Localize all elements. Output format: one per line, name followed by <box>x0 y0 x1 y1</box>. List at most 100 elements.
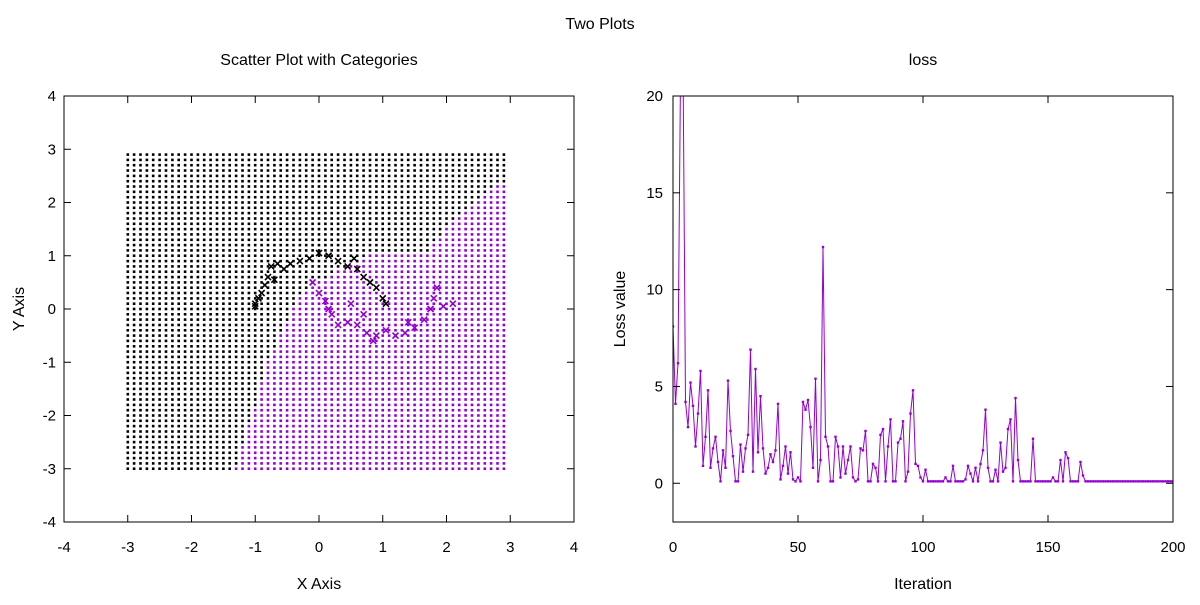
grid-point <box>292 222 295 226</box>
grid-point <box>151 153 155 156</box>
grid-point <box>292 313 295 316</box>
grid-point <box>330 217 333 220</box>
grid-point <box>381 339 384 343</box>
grid-point <box>362 297 365 300</box>
grid-point <box>196 430 200 433</box>
grid-point <box>196 382 200 385</box>
grid-point <box>145 249 149 252</box>
grid-point <box>400 227 404 231</box>
grid-point <box>343 222 346 226</box>
grid-point <box>171 286 174 289</box>
grid-point <box>394 462 397 465</box>
grid-point <box>400 392 404 396</box>
grid-point <box>209 259 212 263</box>
grid-point <box>164 408 168 412</box>
grid-point <box>222 419 225 423</box>
grid-point <box>266 211 270 215</box>
grid-point <box>292 376 295 380</box>
grid-point <box>464 169 467 172</box>
grid-point <box>285 430 289 433</box>
grid-point <box>145 456 149 460</box>
grid-point <box>202 190 206 194</box>
grid-point <box>209 179 212 183</box>
grid-point <box>419 451 423 455</box>
grid-point <box>451 163 455 167</box>
scatter-plot-frame <box>63 95 575 523</box>
grid-point <box>196 392 200 396</box>
grid-point <box>457 382 461 385</box>
grid-point <box>285 355 289 359</box>
grid-point <box>438 350 442 353</box>
grid-point <box>343 355 346 359</box>
grid-point <box>355 243 359 247</box>
grid-point <box>375 222 378 226</box>
grid-point <box>132 206 136 210</box>
grid-point <box>445 446 448 449</box>
grid-point <box>477 291 480 295</box>
grid-point <box>413 227 416 231</box>
grid-point <box>457 217 461 220</box>
grid-point <box>336 403 340 407</box>
grid-point <box>215 201 219 204</box>
grid-point <box>464 318 467 321</box>
grid-point <box>477 414 480 417</box>
grid-point <box>190 467 193 470</box>
grid-point <box>158 329 161 332</box>
grid-point <box>438 206 442 210</box>
grid-point <box>139 222 142 226</box>
grid-point <box>432 408 436 412</box>
grid-point <box>336 334 340 337</box>
grid-point <box>158 265 161 268</box>
grid-point <box>285 163 289 167</box>
grid-point <box>406 467 410 470</box>
grid-point <box>324 430 327 433</box>
grid-point <box>438 408 442 412</box>
grid-point <box>311 227 314 231</box>
grid-point <box>330 371 333 375</box>
grid-point <box>375 275 378 279</box>
grid-point <box>381 371 384 375</box>
grid-point <box>215 371 219 375</box>
grid-point <box>502 211 506 215</box>
grid-point <box>355 462 359 465</box>
grid-point <box>387 163 391 167</box>
loss-point <box>1164 480 1167 483</box>
grid-point <box>145 451 149 455</box>
grid-point <box>228 190 231 194</box>
grid-point <box>419 371 423 375</box>
grid-point <box>266 329 270 332</box>
grid-point <box>158 462 161 465</box>
grid-point <box>343 329 346 332</box>
figure-title: Two Plots <box>565 16 634 33</box>
grid-point <box>292 302 295 305</box>
grid-point <box>171 376 174 380</box>
grid-point <box>241 440 244 444</box>
grid-point <box>151 243 155 247</box>
grid-point <box>400 424 404 428</box>
grid-point <box>202 403 206 407</box>
grid-point <box>298 318 302 321</box>
grid-point <box>394 297 397 300</box>
grid-point <box>183 329 187 332</box>
grid-point <box>266 270 270 273</box>
grid-point <box>470 153 474 156</box>
grid-point <box>368 355 372 359</box>
loss-point <box>1021 480 1025 483</box>
grid-point <box>343 249 346 252</box>
grid-point <box>355 291 359 295</box>
grid-point <box>432 435 436 439</box>
grid-point <box>151 297 155 300</box>
grid-point <box>445 456 448 460</box>
grid-point <box>438 243 442 247</box>
loss-point <box>1016 458 1020 462</box>
grid-point <box>158 398 161 401</box>
grid-point <box>260 233 263 236</box>
grid-point <box>324 440 327 444</box>
grid-point <box>151 211 155 215</box>
grid-point <box>470 265 474 268</box>
grid-point <box>171 398 174 401</box>
grid-point <box>145 201 149 204</box>
grid-point <box>464 281 467 284</box>
grid-point <box>145 227 149 231</box>
grid-point <box>298 339 302 343</box>
